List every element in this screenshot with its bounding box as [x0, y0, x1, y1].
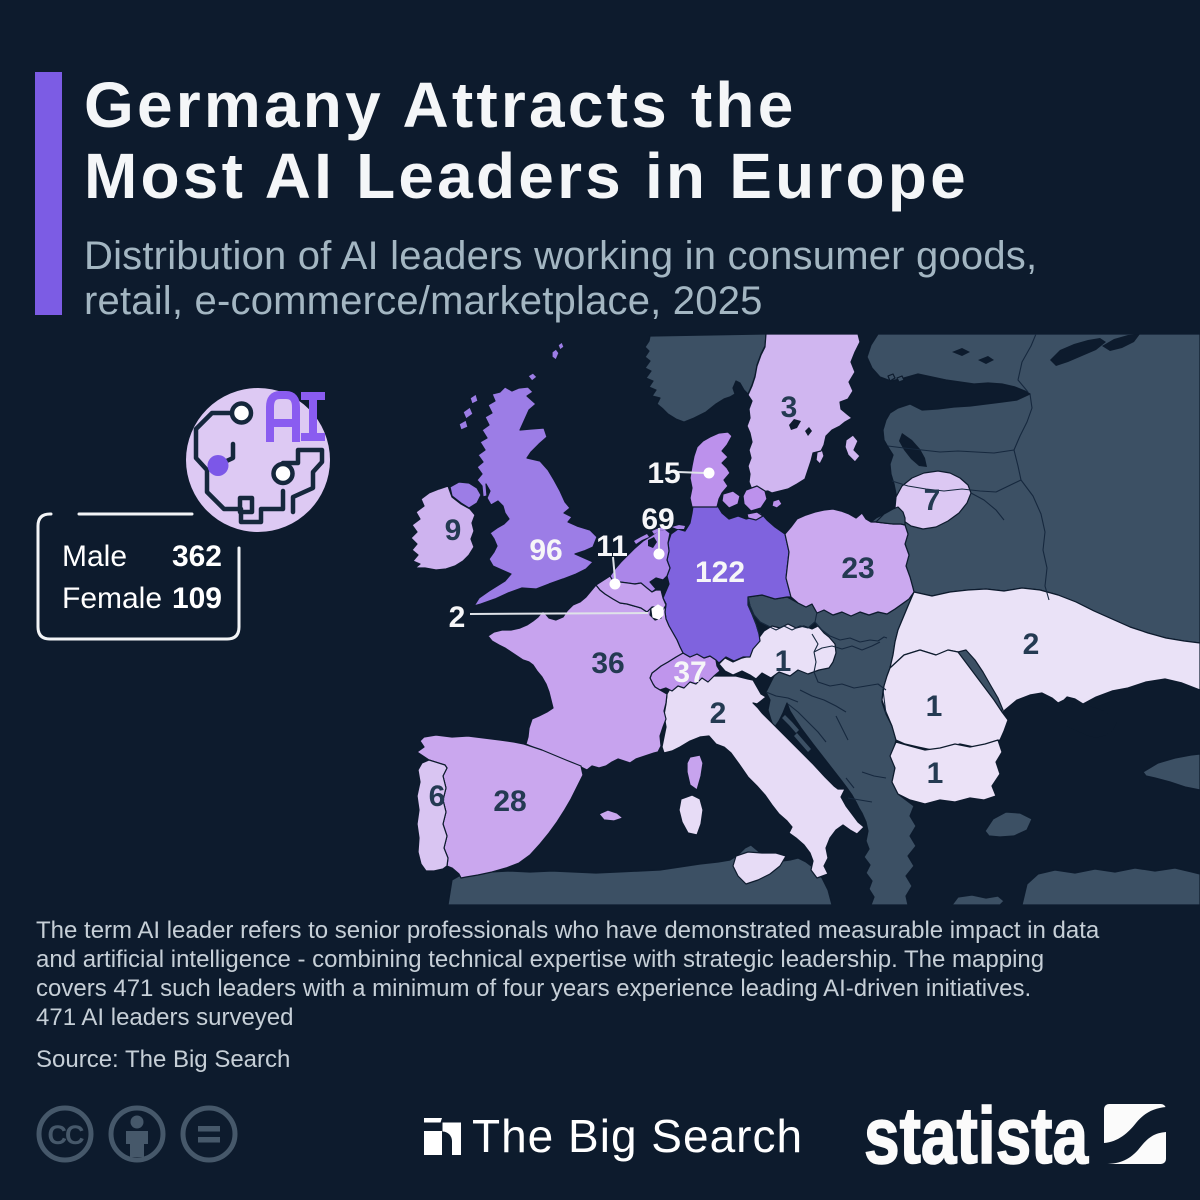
svg-text:28: 28	[493, 785, 526, 818]
svg-text:9: 9	[445, 514, 462, 547]
svg-text:6: 6	[429, 780, 446, 813]
svg-text:362: 362	[172, 540, 222, 573]
svg-text:96: 96	[529, 534, 562, 567]
svg-text:7: 7	[924, 484, 941, 517]
svg-text:11: 11	[596, 530, 628, 563]
svg-text:1: 1	[926, 690, 943, 723]
svg-text:1: 1	[927, 757, 944, 790]
svg-text:109: 109	[172, 582, 222, 615]
svg-text:36: 36	[591, 647, 624, 680]
svg-text:69: 69	[641, 503, 674, 536]
svg-text:23: 23	[841, 552, 874, 585]
svg-text:2: 2	[710, 697, 727, 730]
svg-text:Female: Female	[62, 582, 162, 615]
svg-text:The Big Search: The Big Search	[472, 1110, 803, 1162]
svg-text:122: 122	[695, 556, 745, 589]
svg-text:3: 3	[781, 391, 798, 424]
svg-text:37: 37	[673, 656, 706, 689]
svg-text:CC: CC	[48, 1120, 84, 1150]
svg-text:1: 1	[775, 645, 792, 678]
svg-text:Male: Male	[62, 540, 127, 573]
svg-text:2: 2	[1023, 628, 1040, 661]
svg-text:15: 15	[647, 457, 680, 490]
svg-text:2: 2	[449, 601, 466, 634]
svg-text:statista: statista	[864, 1091, 1089, 1180]
